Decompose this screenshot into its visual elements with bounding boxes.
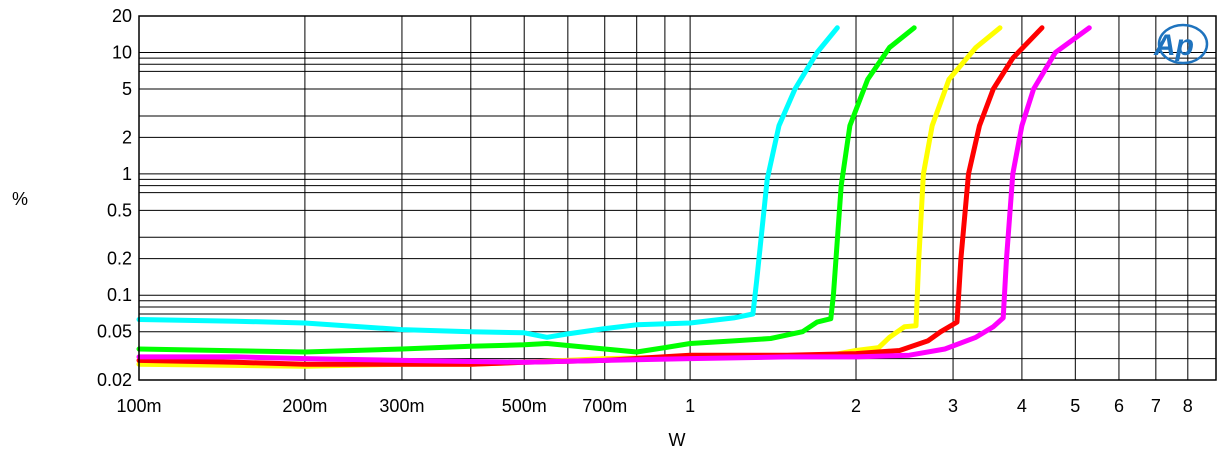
y-tick-label: 0.1 <box>107 285 132 305</box>
x-tick-label: 1 <box>685 396 695 416</box>
x-tick-label: 4 <box>1017 396 1027 416</box>
x-tick-label: 2 <box>851 396 861 416</box>
y-tick-label: 0.5 <box>107 200 132 220</box>
x-tick-label: 8 <box>1183 396 1193 416</box>
series-line-2 <box>136 25 917 355</box>
y-tick-label: 5 <box>122 79 132 99</box>
x-tick-label: 500m <box>502 396 547 416</box>
x-tick-label: 300m <box>379 396 424 416</box>
y-tick-labels: 20 10 5 2 1 0.5 0.2 0.1 0.05 0.02 <box>97 6 132 390</box>
x-tick-label: 6 <box>1114 396 1124 416</box>
y-tick-label: 10 <box>112 43 132 63</box>
x-tick-label: 100m <box>116 396 161 416</box>
series-layer <box>136 25 1092 369</box>
y-tick-label: 0.05 <box>97 322 132 342</box>
y-axis-label: % <box>12 189 28 209</box>
y-tick-label: 0.02 <box>97 370 132 390</box>
x-tick-labels: 100m 200m 300m 500m 700m 1 2 3 4 5 6 7 8 <box>116 396 1192 416</box>
x-tick-label: 200m <box>282 396 327 416</box>
plot-frame <box>138 15 1217 381</box>
x-tick-label: 700m <box>582 396 627 416</box>
y-tick-label: 0.2 <box>107 249 132 269</box>
x-tick-label: 7 <box>1151 396 1161 416</box>
series-line-5 <box>136 25 1092 365</box>
x-axis-label: W <box>669 430 686 450</box>
y-tick-label: 20 <box>112 6 132 26</box>
x-tick-label: 5 <box>1070 396 1080 416</box>
y-tick-label: 1 <box>122 164 132 184</box>
ap-logo: Ap <box>1153 23 1209 65</box>
series-line-1 <box>136 25 840 340</box>
x-tick-label: 3 <box>948 396 958 416</box>
ap-logo-text: Ap <box>1153 29 1194 62</box>
y-tick-label: 2 <box>122 127 132 147</box>
series-line-4 <box>136 25 1045 367</box>
